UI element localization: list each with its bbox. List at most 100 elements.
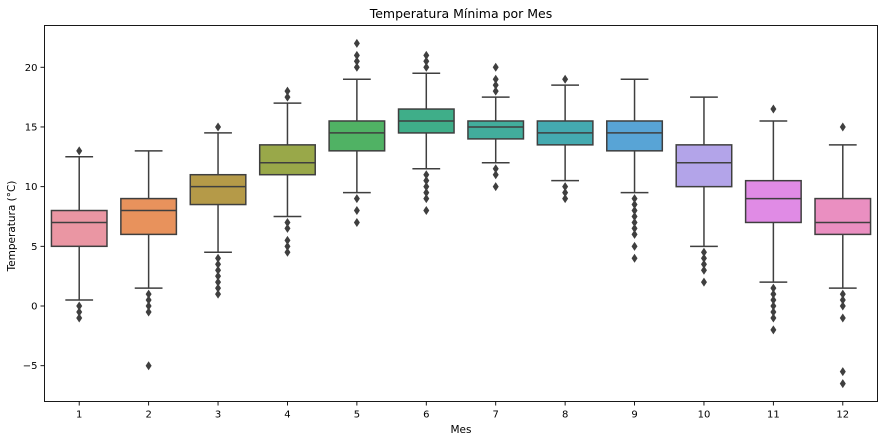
outlier-point [631, 194, 638, 204]
outlier-point [423, 50, 430, 60]
outlier-point [284, 247, 291, 257]
box-group-12 [814, 122, 872, 389]
outlier-point [423, 188, 430, 198]
x-tick-label: 3 [215, 410, 221, 421]
x-tick-label: 9 [631, 410, 637, 421]
outlier-point [215, 259, 222, 269]
outlier-point [284, 223, 291, 233]
outlier-point [631, 241, 638, 251]
boxes-layer [50, 38, 872, 389]
outlier-point [423, 182, 430, 192]
outlier-point [839, 301, 846, 311]
outlier-point [700, 277, 707, 287]
box-10 [675, 144, 733, 188]
outlier-point [215, 289, 222, 299]
outlier-point [631, 223, 638, 233]
outlier-point [284, 217, 291, 227]
outlier-point [284, 86, 291, 96]
box-5 [328, 120, 386, 152]
outlier-point [215, 253, 222, 263]
outlier-point [492, 86, 499, 96]
x-tick-label: 8 [562, 410, 568, 421]
outlier-point [423, 194, 430, 204]
outlier-point [631, 217, 638, 227]
outlier-point [284, 241, 291, 251]
box-4 [258, 144, 316, 176]
outlier-point [353, 62, 360, 72]
outlier-point [631, 229, 638, 239]
box-group-4 [258, 86, 316, 257]
outlier-point [353, 206, 360, 216]
outlier-point [423, 62, 430, 72]
outlier-point [492, 80, 499, 90]
outlier-point [423, 170, 430, 180]
box-1 [50, 209, 108, 248]
y-tick-label: 0 [31, 302, 37, 313]
outlier-point [631, 211, 638, 221]
outlier-point [770, 289, 777, 299]
outlier-point [423, 56, 430, 66]
box-group-11 [744, 104, 802, 335]
box-11 [744, 179, 802, 224]
outlier-point [353, 217, 360, 227]
outlier-point [492, 62, 499, 72]
outlier-point [770, 283, 777, 293]
box-3 [189, 173, 247, 206]
plot-frame [44, 25, 878, 402]
outlier-point [76, 313, 83, 323]
chart-title: Temperatura Mínima por Mes [369, 6, 553, 21]
y-tick-label: −5 [23, 361, 38, 372]
outlier-point [770, 307, 777, 317]
outlier-point [770, 301, 777, 311]
outlier-point [562, 188, 569, 198]
box-group-1 [50, 146, 108, 323]
outlier-point [839, 379, 846, 389]
y-axis-label: Temperatura (°C) [6, 181, 18, 273]
outlier-point [700, 247, 707, 257]
outlier-point [284, 92, 291, 102]
outlier-point [215, 122, 222, 132]
outlier-point [423, 206, 430, 216]
outlier-point [353, 194, 360, 204]
outlier-point [839, 289, 846, 299]
y-tick-label: 5 [31, 242, 37, 253]
outlier-point [839, 367, 846, 377]
box-group-2 [120, 150, 178, 371]
box-group-10 [675, 96, 733, 287]
outlier-point [839, 122, 846, 132]
x-tick-label: 1 [76, 410, 82, 421]
box-12 [814, 197, 872, 236]
box-7 [467, 120, 525, 140]
outlier-point [215, 271, 222, 281]
x-tick-label: 7 [493, 410, 499, 421]
outlier-point [215, 265, 222, 275]
outlier-point [353, 50, 360, 60]
outlier-point [770, 325, 777, 335]
x-tick-label: 5 [354, 410, 360, 421]
y-tick-label: 10 [25, 182, 38, 193]
x-tick-label: 4 [284, 410, 290, 421]
box-group-6 [397, 50, 455, 216]
outlier-point [284, 235, 291, 245]
outlier-point [145, 295, 152, 305]
outlier-point [145, 361, 152, 371]
outlier-point [562, 74, 569, 84]
outlier-point [215, 277, 222, 287]
box-group-3 [189, 122, 247, 299]
outlier-point [770, 295, 777, 305]
y-tick-label: 15 [25, 122, 38, 133]
box-group-8 [536, 74, 594, 204]
outlier-point [770, 313, 777, 323]
outlier-point [145, 289, 152, 299]
outlier-point [492, 170, 499, 180]
outlier-point [145, 307, 152, 317]
box-group-5 [328, 38, 386, 227]
outlier-point [562, 182, 569, 192]
outlier-point [631, 253, 638, 263]
outlier-point [215, 283, 222, 293]
outlier-point [353, 56, 360, 66]
outlier-point [76, 307, 83, 317]
x-tick-label: 10 [698, 410, 711, 421]
